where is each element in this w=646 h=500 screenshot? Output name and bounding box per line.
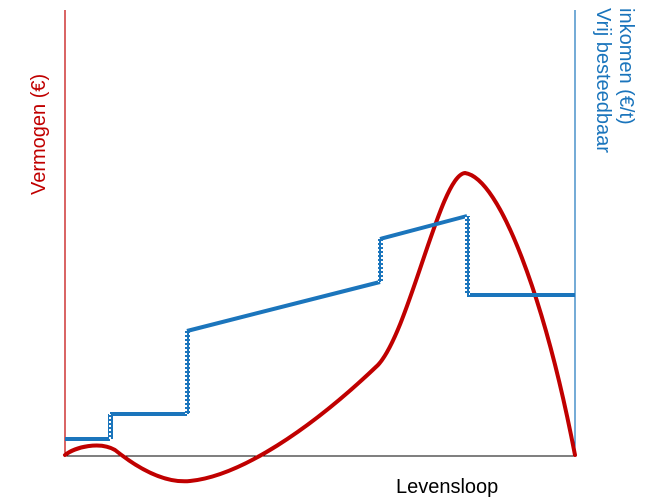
income-transitions xyxy=(108,216,470,439)
income-step-transition-1 xyxy=(108,414,113,439)
income-segment-4 xyxy=(379,214,468,241)
income-segment-3 xyxy=(186,280,381,333)
income-steps xyxy=(65,214,575,441)
income-step-transition-4 xyxy=(465,216,470,295)
income-step-transition-3 xyxy=(378,239,383,282)
right-axis-label-line2: inkomen (€/t) xyxy=(615,8,637,125)
left-axis-label: Vermogen (€) xyxy=(28,74,50,195)
right-axis-label-line1: Vrij besteedbaar xyxy=(592,8,614,153)
x-axis-label: Levensloop xyxy=(396,476,498,498)
wealth-curve xyxy=(63,171,577,484)
income-step-transition-2 xyxy=(185,331,190,414)
